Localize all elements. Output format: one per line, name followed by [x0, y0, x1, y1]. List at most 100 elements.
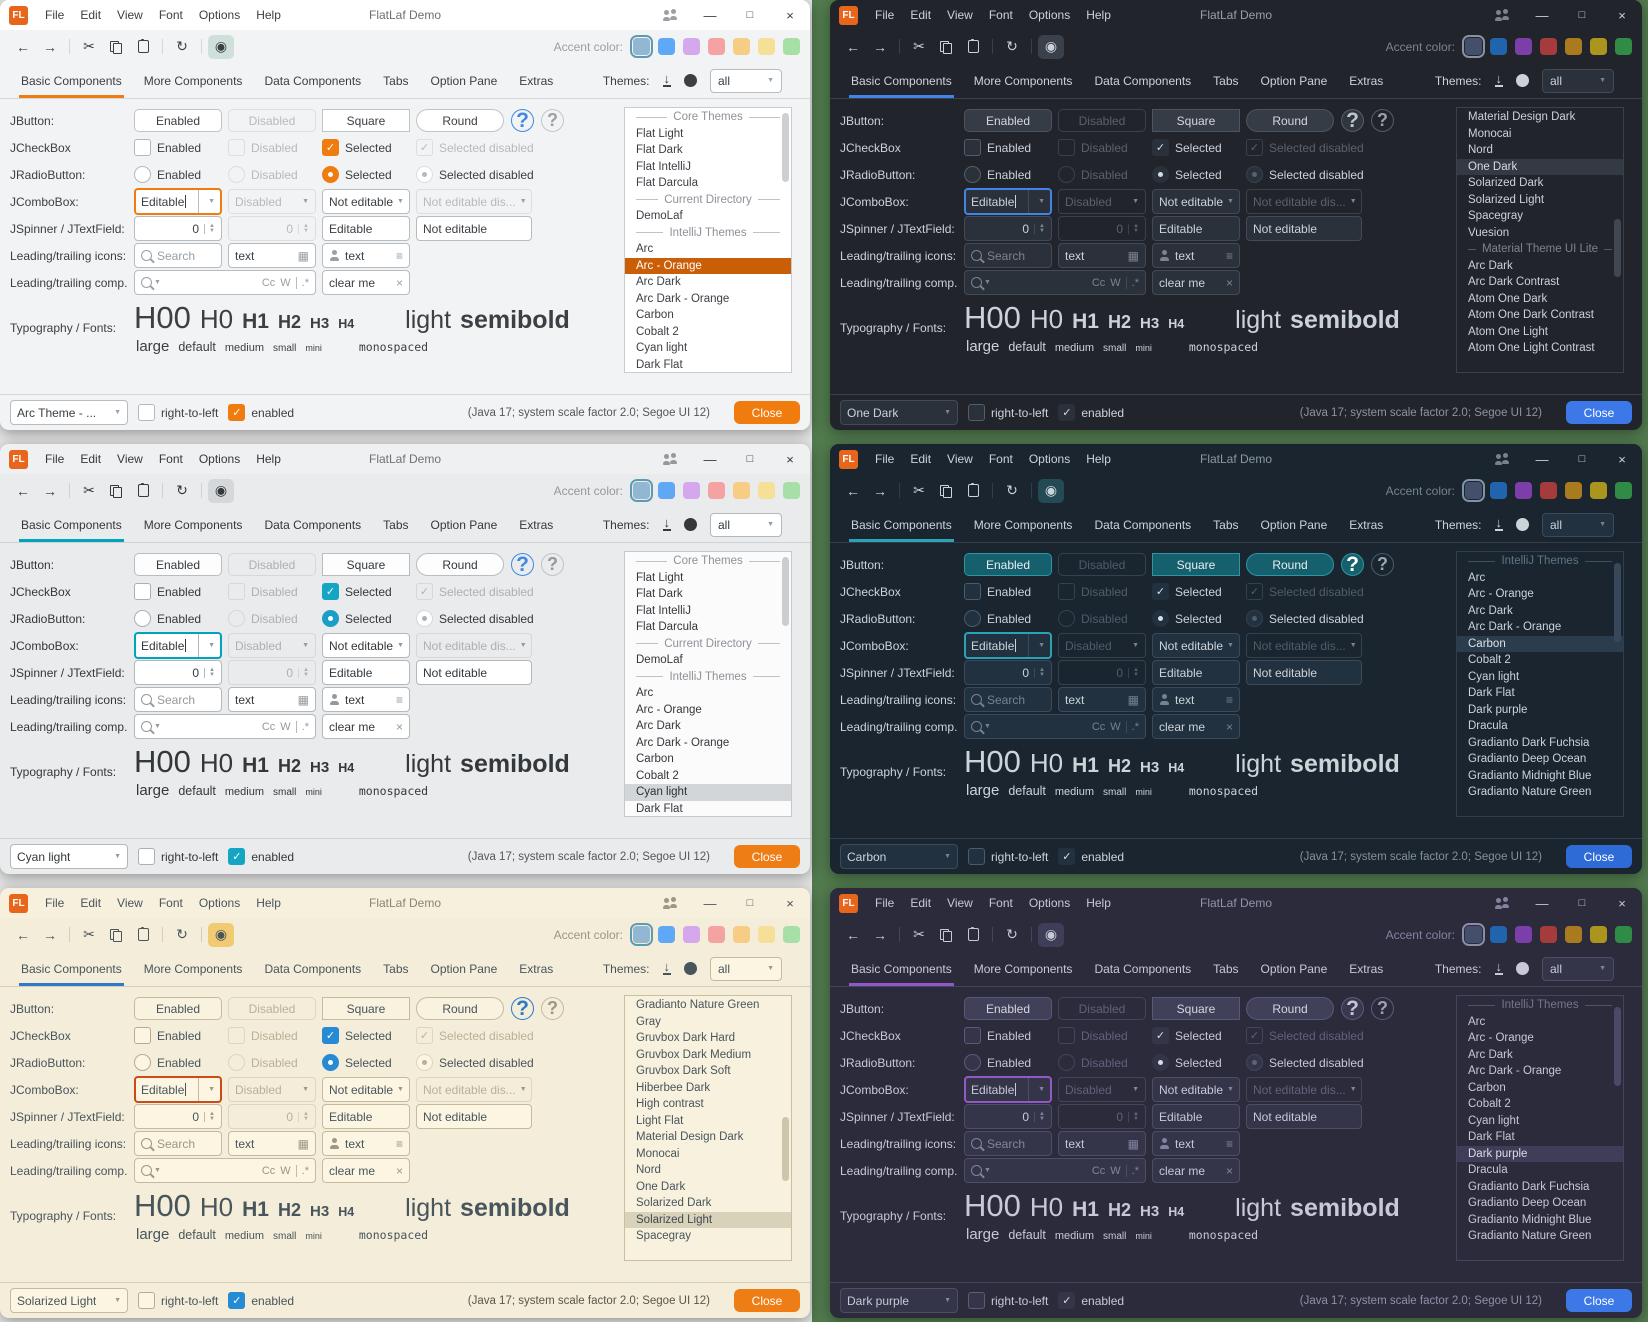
refresh-icon[interactable]: ↻	[176, 482, 188, 498]
minimize-button[interactable]: —	[703, 7, 717, 23]
text-input-calendar[interactable]: text ▦	[228, 687, 316, 712]
back-icon[interactable]: ←	[846, 482, 860, 499]
clear-me-input[interactable]: clear me ×	[1152, 270, 1240, 295]
accent-swatch-3[interactable]	[1515, 38, 1532, 55]
accent-swatch-3[interactable]	[683, 926, 700, 943]
menu-edit[interactable]: Edit	[80, 896, 102, 910]
copy-icon[interactable]	[103, 35, 129, 59]
menu-view[interactable]: View	[117, 8, 143, 22]
minimize-button[interactable]: —	[703, 451, 717, 467]
menu-font[interactable]: Font	[158, 452, 183, 466]
theme-item-dracula[interactable]: Dracula	[1468, 1164, 1508, 1177]
help-button-secondary[interactable]: ?	[1371, 553, 1394, 576]
checkbox-enabled[interactable]: Enabled	[964, 1027, 1052, 1044]
theme-item-arc[interactable]: Arc	[1468, 571, 1486, 584]
accent-swatch-6[interactable]	[758, 482, 775, 499]
spinner[interactable]: 0 ▲ ▼	[964, 1104, 1052, 1129]
copy-icon[interactable]	[103, 479, 129, 503]
download-icon[interactable]: ↓	[662, 71, 671, 87]
help-button[interactable]: ?	[1341, 553, 1364, 576]
close-window-button[interactable]: ×	[1618, 451, 1626, 467]
clear-icon[interactable]: ×	[395, 1163, 403, 1178]
accent-swatch-6[interactable]	[758, 926, 775, 943]
menu-edit[interactable]: Edit	[80, 8, 102, 22]
regex-toggle[interactable]: .*	[301, 276, 309, 289]
accent-swatch-2[interactable]	[658, 482, 675, 499]
clear-icon[interactable]: ×	[1225, 1163, 1233, 1178]
right-to-left-checkbox[interactable]: right-to-left	[138, 404, 218, 421]
maximize-button[interactable]: □	[1578, 453, 1586, 465]
enabled-checkbox[interactable]: ✓ enabled	[228, 404, 294, 421]
paste-icon[interactable]	[130, 923, 156, 947]
tab-option-pane[interactable]: Option Pane	[1260, 517, 1328, 532]
checkbox-enabled[interactable]: Enabled	[134, 583, 222, 600]
download-icon[interactable]: ↓	[662, 515, 671, 531]
scrollbar-thumb[interactable]	[782, 557, 789, 626]
match-case-toggle[interactable]: Cc	[1091, 276, 1106, 289]
text-input-person[interactable]: text ≡	[1152, 687, 1240, 712]
tab-tabs[interactable]: Tabs	[383, 517, 409, 532]
theme-combobox[interactable]: Arc Theme - ... ▼	[10, 400, 128, 425]
combobox-not-editable[interactable]: Not editable ▼	[322, 633, 410, 658]
checkbox-selected[interactable]: ✓ Selected	[322, 1027, 410, 1044]
theme-combobox[interactable]: Carbon ▼	[840, 844, 958, 869]
theme-item-arc[interactable]: Arc	[636, 243, 654, 256]
search-input[interactable]: Search	[134, 243, 222, 268]
paste-icon[interactable]	[130, 479, 156, 503]
help-button-secondary[interactable]: ?	[541, 553, 564, 576]
paste-icon[interactable]	[960, 479, 986, 503]
round-button[interactable]: Round	[1246, 553, 1334, 576]
tab-tabs[interactable]: Tabs	[383, 961, 409, 976]
help-button[interactable]: ?	[1341, 997, 1364, 1020]
theme-item-material-design-dark[interactable]: Material Design Dark	[1468, 111, 1576, 124]
close-window-button[interactable]: ×	[1618, 895, 1626, 911]
cut-icon[interactable]: ✂	[913, 926, 925, 942]
theme-item-arc-dark[interactable]: Arc Dark	[1468, 604, 1513, 617]
menu-font[interactable]: Font	[158, 8, 183, 22]
tab-basic-components[interactable]: Basic Components	[840, 65, 963, 98]
refresh-icon[interactable]: ↻	[176, 926, 188, 942]
menu-help[interactable]: Help	[1086, 8, 1111, 22]
theme-item-nord[interactable]: Nord	[1468, 144, 1493, 157]
theme-item-cyan-light[interactable]: Cyan light	[1468, 670, 1520, 683]
accent-swatch-2[interactable]	[658, 926, 675, 943]
menu-options[interactable]: Options	[1028, 8, 1071, 22]
theme-item-arc-orange[interactable]: Arc - Orange	[636, 703, 702, 716]
combobox-editable[interactable]: Editable ▼	[964, 632, 1052, 659]
accent-swatch-7[interactable]	[1615, 482, 1632, 499]
accent-swatch-4[interactable]	[708, 482, 725, 499]
accent-swatch-3[interactable]	[1515, 482, 1532, 499]
themes-list[interactable]: Core Themes Flat Light Flat Dark Flat Intel…	[624, 107, 792, 373]
round-button[interactable]: Round	[1246, 109, 1334, 132]
menu-options[interactable]: Options	[198, 452, 241, 466]
theme-item-arc-dark[interactable]: Arc Dark	[1468, 1048, 1513, 1061]
enabled-button[interactable]: Enabled	[134, 553, 222, 576]
spinner-arrows-icon[interactable]: ▲ ▼	[204, 223, 215, 234]
theme-item-arc-orange[interactable]: Arc - Orange	[1468, 588, 1534, 601]
theme-filter-combobox[interactable]: all ▼	[710, 956, 782, 981]
accent-swatch-3[interactable]	[683, 482, 700, 499]
textfield-editable[interactable]: Editable	[322, 660, 410, 685]
theme-item-arc-orange[interactable]: Arc - Orange	[1468, 1032, 1534, 1045]
menu-file[interactable]: File	[875, 452, 895, 466]
regex-toggle[interactable]: .*	[1131, 720, 1139, 733]
round-button[interactable]: Round	[1246, 997, 1334, 1020]
tab-more-components[interactable]: More Components	[143, 961, 243, 976]
right-to-left-checkbox[interactable]: right-to-left	[968, 1292, 1048, 1309]
help-button-secondary[interactable]: ?	[1371, 109, 1394, 132]
accent-swatch-2[interactable]	[1490, 482, 1507, 499]
checkbox-selected[interactable]: ✓ Selected	[322, 583, 410, 600]
square-button[interactable]: Square	[322, 109, 410, 132]
accent-swatch-1[interactable]	[1462, 923, 1485, 946]
close-button[interactable]: Close	[734, 845, 800, 868]
download-icon[interactable]: ↓	[1494, 71, 1503, 87]
github-icon[interactable]	[1516, 962, 1529, 975]
clear-icon[interactable]: ×	[395, 275, 403, 290]
tab-data-components[interactable]: Data Components	[1094, 73, 1192, 88]
tab-more-components[interactable]: More Components	[143, 73, 243, 88]
accent-swatch-6[interactable]	[758, 38, 775, 55]
accent-swatch-4[interactable]	[708, 926, 725, 943]
regex-toggle[interactable]: .*	[1131, 1164, 1139, 1177]
theme-item-gruvbox-dark-medium[interactable]: Gruvbox Dark Medium	[636, 1048, 752, 1061]
tab-option-pane[interactable]: Option Pane	[430, 517, 498, 532]
